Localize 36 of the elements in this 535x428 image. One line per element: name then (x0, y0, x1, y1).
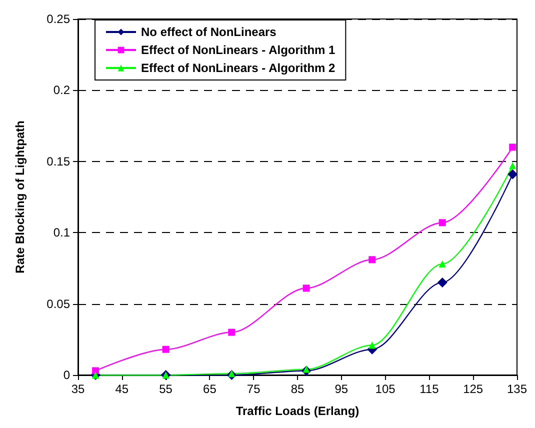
point (92, 367, 100, 374)
y-tick-label: 0.1 (53, 226, 70, 240)
y-tick-label: 0 (63, 368, 70, 382)
legend-label: Effect of NonLinears - Algorithm 2 (141, 61, 336, 75)
x-tick-label: 75 (246, 382, 261, 396)
x-tick-label: 125 (463, 382, 484, 396)
legend-label: No effect of NonLinears (141, 25, 277, 39)
legend-label: Effect of NonLinears - Algorithm 1 (141, 43, 336, 57)
point (302, 366, 310, 373)
x-tick-label: 35 (71, 382, 85, 396)
point (437, 277, 448, 288)
point (162, 346, 170, 353)
y-tick-label: 0.15 (46, 154, 70, 168)
x-tick-label: 45 (115, 382, 129, 396)
y-tick-label: 0.05 (46, 296, 70, 311)
x-tick-label: 115 (420, 382, 440, 396)
x-tick-label: 55 (159, 382, 173, 396)
y-tick-label: 0.25 (46, 12, 70, 26)
x-tick-label: 65 (203, 382, 217, 396)
x-tick-label: 95 (334, 382, 348, 396)
point (509, 144, 516, 151)
point (438, 219, 446, 226)
x-tick-label: 85 (290, 382, 304, 396)
point (368, 256, 376, 264)
point (228, 328, 236, 336)
point (438, 260, 446, 268)
point (368, 342, 376, 349)
y-tick-label: 0.2 (53, 83, 70, 98)
point (508, 169, 518, 180)
x-tick-label: 135 (506, 382, 528, 396)
x-tick-label: 105 (375, 382, 396, 396)
point (509, 162, 516, 170)
point (228, 370, 236, 378)
point (302, 284, 310, 292)
x-axis-title: Traffic Loads (Erlang) (236, 404, 360, 418)
y-axis-title: Rate Blocking of Lightpath (13, 120, 27, 274)
